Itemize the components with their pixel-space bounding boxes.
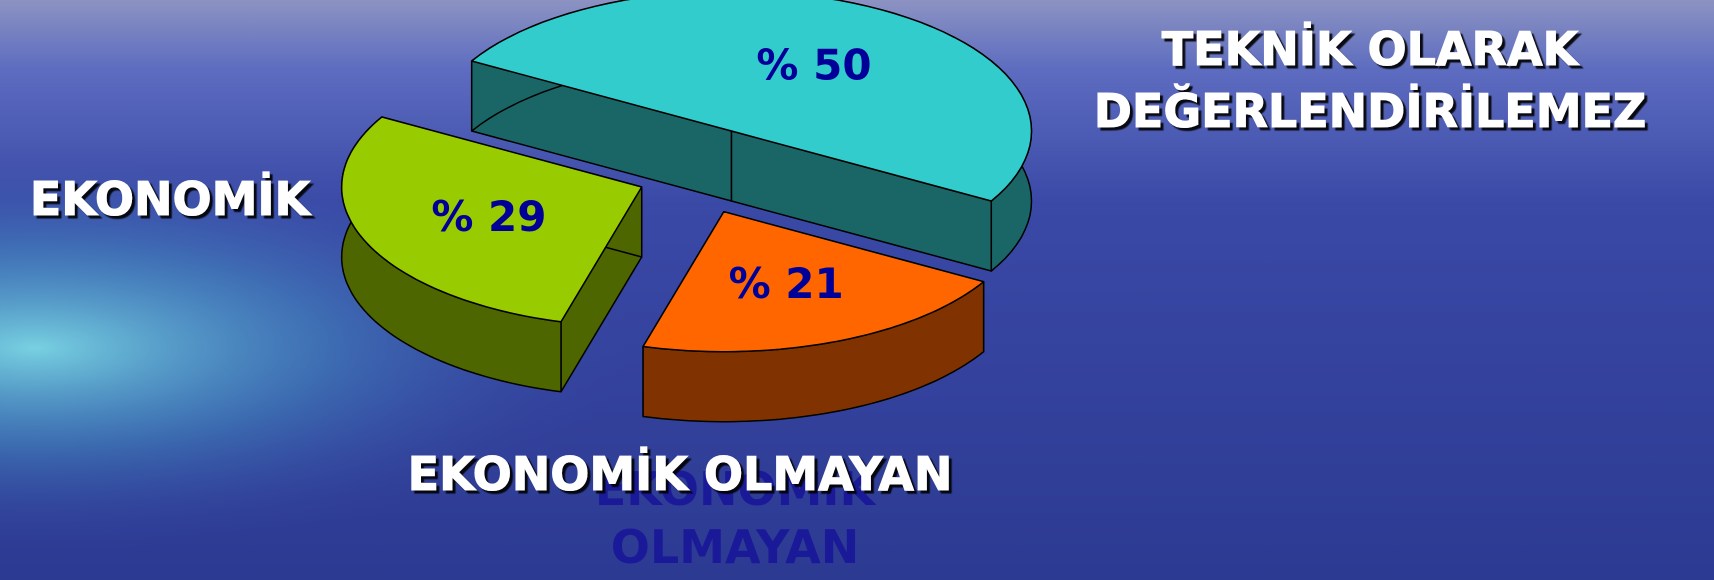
category-label: EKONOMİK (30, 172, 313, 226)
value-label: % 29 (431, 192, 546, 241)
labels: % 50 TEKNİK OLARAK DEĞERLENDİRİLEMEZ % 21 EK… (29, 22, 1647, 502)
pie (340, 0, 1033, 423)
value-label: % 50 (756, 40, 871, 89)
slice-top (642, 210, 985, 353)
slice (340, 116, 643, 393)
slice-top (340, 116, 643, 323)
slice-top (470, 0, 1033, 202)
slice (642, 210, 985, 423)
value-label: % 21 (729, 259, 844, 308)
category-label: TEKNİK OLARAK DEĞERLENDİRİLEMEZ (1094, 22, 1647, 138)
category-label: EKONOMİK OLMAYAN (408, 447, 953, 501)
annotation: EKONOMİK OLMAYAN (595, 462, 878, 574)
slice (470, 0, 1033, 272)
